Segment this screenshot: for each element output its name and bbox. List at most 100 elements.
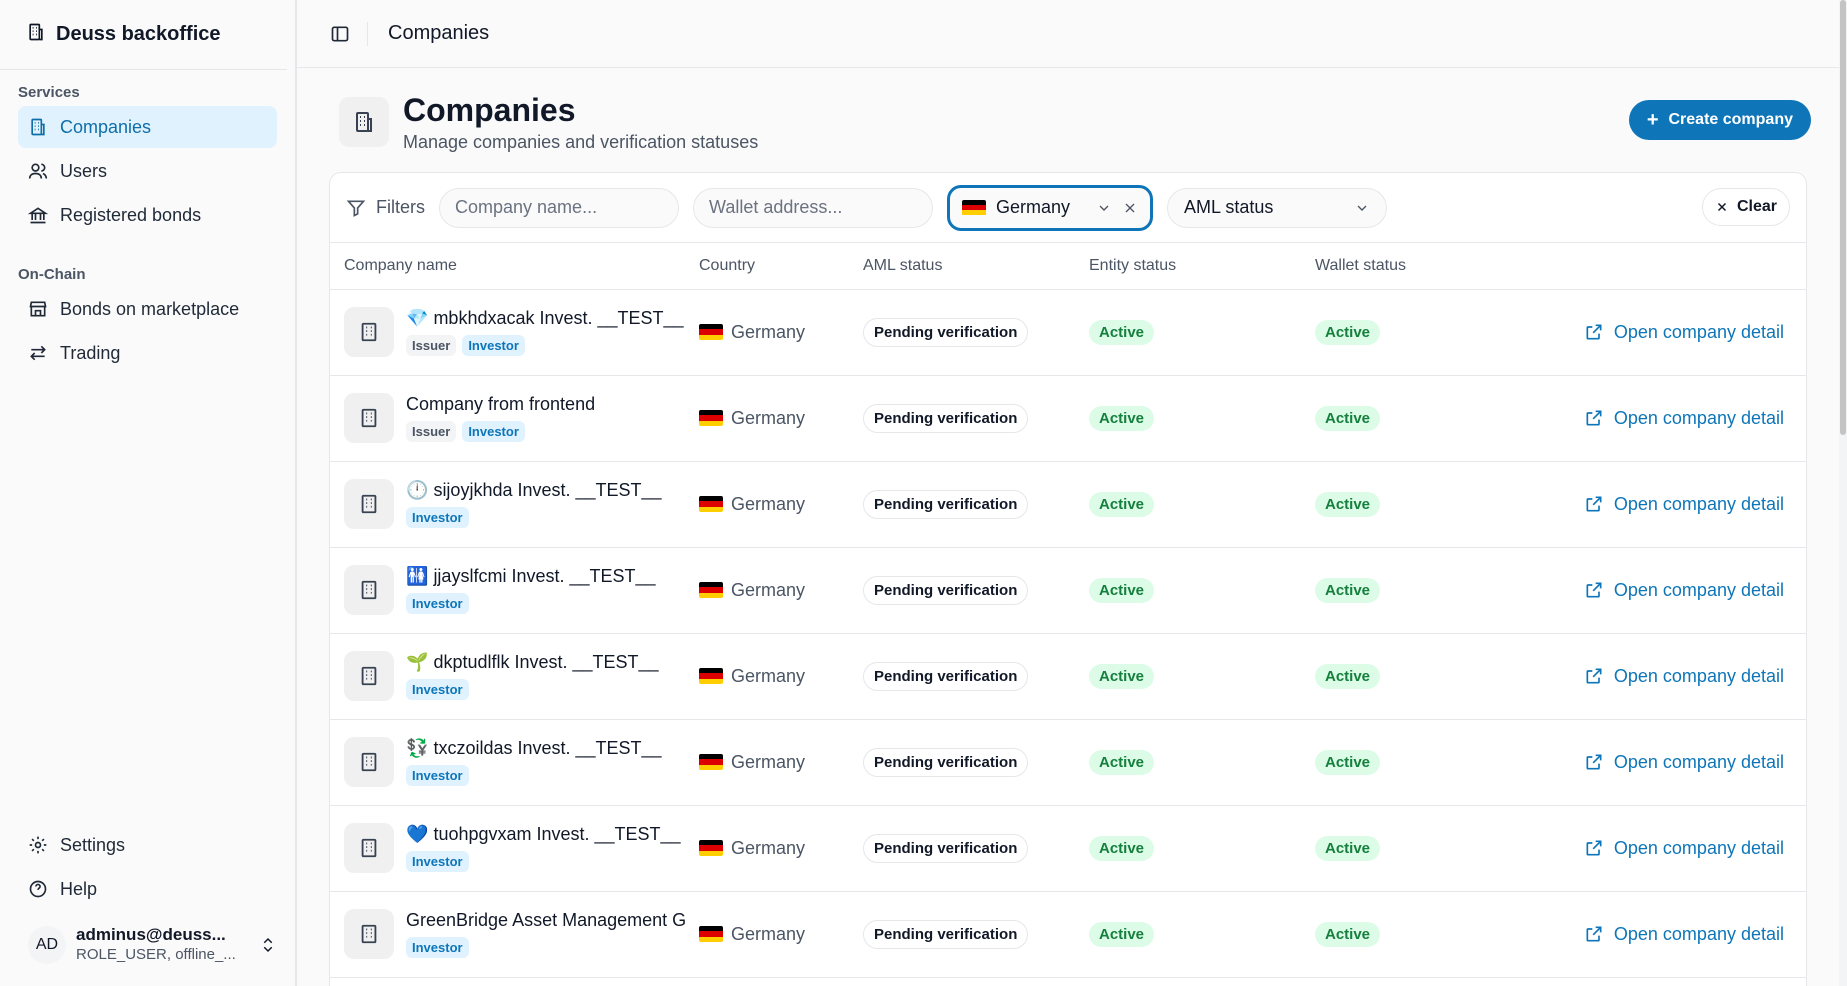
- company-name: 💙 tuohpgvxam Invest. __TEST__: [406, 824, 686, 845]
- table-row[interactable]: 💱 txczoildas Invest. __TEST__ Investor G…: [330, 719, 1806, 806]
- wallet-status-badge: Active: [1315, 663, 1381, 689]
- country-cell: Germany: [699, 752, 863, 773]
- building-icon: [344, 565, 394, 615]
- table-row[interactable]: 💙 tuohpgvxam Invest. __TEST__ Investor G…: [330, 805, 1806, 892]
- topbar: Companies: [297, 0, 1847, 68]
- external-link-icon: [1584, 752, 1604, 772]
- germany-flag-icon: [699, 840, 723, 856]
- sidebar-item-settings[interactable]: Settings: [18, 824, 277, 866]
- external-link-icon: [1584, 408, 1604, 428]
- companies-card: Filters Germany AML status Clear: [329, 172, 1807, 986]
- scrollbar-thumb[interactable]: [1840, 0, 1846, 435]
- column-header[interactable]: Company name: [330, 243, 699, 290]
- building-icon: [26, 22, 46, 48]
- onchain-label: On-Chain: [18, 266, 86, 283]
- company-name: 💱 txczoildas Invest. __TEST__: [406, 738, 686, 759]
- open-company-detail-label: Open company detail: [1613, 407, 1784, 428]
- store-icon: [29, 301, 47, 317]
- create-company-button[interactable]: + Create company: [1628, 100, 1811, 140]
- company-emoji: 🕛: [406, 480, 429, 500]
- sidebar-item-companies[interactable]: Companies: [18, 106, 277, 148]
- open-company-detail-link[interactable]: Open company detail: [1541, 408, 1806, 429]
- external-link-icon: [1584, 838, 1604, 858]
- external-link-icon: [1584, 494, 1604, 514]
- clear-filters-button[interactable]: Clear: [1701, 188, 1790, 226]
- sidebar-bottom: Settings Help AD adminus@deuss... ROLE_U…: [0, 822, 295, 986]
- open-company-detail-link[interactable]: Open company detail: [1541, 752, 1806, 773]
- page-subtitle: Manage companies and verification status…: [403, 131, 759, 152]
- aml-status-badge: Pending verification: [863, 575, 1029, 605]
- table-row[interactable]: 🌱 dkptudlflk Invest. __TEST__ Investor G…: [330, 633, 1806, 720]
- sidebar-item-label: Trading: [60, 342, 121, 363]
- country-select[interactable]: Germany: [947, 184, 1153, 231]
- wallet-status-badge: Active: [1315, 405, 1381, 431]
- company-emoji: 💱: [406, 738, 429, 758]
- table-row[interactable]: GreenBridge Asset Management G Investor …: [330, 891, 1806, 978]
- sidebar-item-label: Bonds on marketplace: [60, 298, 240, 319]
- open-company-detail-link[interactable]: Open company detail: [1541, 580, 1806, 601]
- company-name-input[interactable]: [439, 187, 679, 228]
- sidebar-item-label: Settings: [60, 834, 126, 855]
- wallet-address-input[interactable]: [693, 187, 933, 228]
- user-menu[interactable]: AD adminus@deuss... ROLE_USER, offline_.…: [0, 912, 295, 978]
- open-company-detail-link[interactable]: Open company detail: [1541, 494, 1806, 515]
- column-header[interactable]: Wallet status: [1315, 243, 1541, 290]
- sidebar-item-trading[interactable]: Trading: [18, 332, 277, 374]
- open-company-detail-link[interactable]: Open company detail: [1541, 838, 1806, 859]
- role-badges: Issuer Investor: [406, 335, 686, 356]
- close-icon[interactable]: [1122, 200, 1138, 216]
- table-row[interactable]: Company from frontend Issuer Investor Ger…: [330, 375, 1806, 462]
- role-badges: Investor: [406, 507, 686, 528]
- open-company-detail-label: Open company detail: [1613, 321, 1784, 342]
- open-company-detail-label: Open company detail: [1613, 579, 1784, 600]
- company-name: 🌱 dkptudlflk Invest. __TEST__: [406, 652, 686, 673]
- clear-label: Clear: [1736, 198, 1777, 215]
- column-header[interactable]: AML status: [863, 243, 1089, 290]
- external-link-icon: [1584, 322, 1604, 342]
- arrows-icon: [30, 345, 46, 361]
- company-emoji: 🚻: [406, 566, 429, 586]
- wallet-status-badge: Active: [1315, 749, 1381, 775]
- entity-status-badge: Active: [1089, 405, 1155, 431]
- entity-status-badge: Active: [1089, 835, 1155, 861]
- close-icon: [1717, 202, 1726, 212]
- user-role: ROLE_USER, offline_...: [76, 946, 236, 963]
- divider: [367, 21, 368, 46]
- company-name: 🚻 jjayslfcmi Invest. __TEST__: [406, 566, 686, 587]
- filters-label: Filters: [376, 197, 425, 217]
- sidebar-item-help[interactable]: Help: [18, 868, 277, 910]
- building-icon: [344, 479, 394, 529]
- country-name: Germany: [731, 407, 806, 428]
- open-company-detail-link[interactable]: Open company detail: [1541, 924, 1806, 945]
- table-row[interactable]: 🚻 jjayslfcmi Invest. __TEST__ Investor G…: [330, 547, 1806, 634]
- chevron-down-icon[interactable]: [1096, 200, 1112, 216]
- page-title: Companies: [403, 91, 576, 128]
- entity-status-badge: Active: [1089, 319, 1155, 345]
- open-company-detail-label: Open company detail: [1613, 493, 1784, 514]
- sidebar-item-bonds-marketplace[interactable]: Bonds on marketplace: [18, 288, 277, 330]
- aml-status-select[interactable]: AML status: [1167, 187, 1387, 228]
- building-icon: [344, 307, 394, 357]
- open-company-detail-label: Open company detail: [1613, 837, 1784, 858]
- aml-status-badge: Pending verification: [863, 919, 1029, 949]
- chevron-down-icon: [1357, 205, 1367, 211]
- page-header: Companies Manage companies and verificat…: [339, 90, 1821, 154]
- create-company-label: Create company: [1668, 111, 1794, 128]
- scrollbar[interactable]: [1839, 0, 1847, 986]
- role-badges: Issuer Investor: [406, 421, 686, 442]
- open-company-detail-link[interactable]: Open company detail: [1541, 322, 1806, 343]
- sidebar-item-users[interactable]: Users: [18, 150, 277, 192]
- building-icon: [31, 118, 45, 136]
- country-cell: Germany: [699, 924, 863, 945]
- open-company-detail-link[interactable]: Open company detail: [1541, 666, 1806, 687]
- plus-icon: +: [1646, 109, 1659, 131]
- table-row[interactable]: 🕛 sijoyjkhda Invest. __TEST__ Investor G…: [330, 461, 1806, 548]
- sidebar-toggle-button[interactable]: [323, 17, 357, 51]
- brand[interactable]: Deuss backoffice: [0, 0, 287, 70]
- column-header[interactable]: Country: [699, 243, 863, 290]
- column-header[interactable]: Entity status: [1089, 243, 1315, 290]
- filters-bar: Filters Germany AML status Clear: [330, 173, 1806, 243]
- table-row[interactable]: 💎 mbkhdxacak Invest. __TEST__ Issuer Inve…: [330, 289, 1806, 376]
- sidebar-item-registered-bonds[interactable]: Registered bonds: [18, 194, 277, 236]
- chevron-updown-icon: [263, 937, 273, 953]
